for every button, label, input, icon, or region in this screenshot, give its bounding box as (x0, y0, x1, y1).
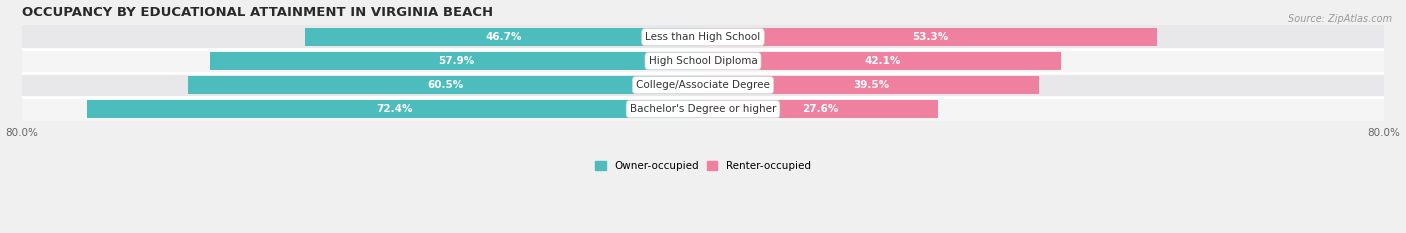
Text: Less than High School: Less than High School (645, 32, 761, 42)
Text: OCCUPANCY BY EDUCATIONAL ATTAINMENT IN VIRGINIA BEACH: OCCUPANCY BY EDUCATIONAL ATTAINMENT IN V… (22, 6, 494, 19)
Text: 53.3%: 53.3% (911, 32, 948, 42)
Text: Source: ZipAtlas.com: Source: ZipAtlas.com (1288, 14, 1392, 24)
Text: 57.9%: 57.9% (439, 56, 475, 66)
Text: 39.5%: 39.5% (853, 80, 889, 90)
Bar (703, 76, 1039, 94)
Legend: Owner-occupied, Renter-occupied: Owner-occupied, Renter-occupied (595, 161, 811, 171)
Bar (703, 100, 938, 118)
Text: 27.6%: 27.6% (803, 104, 838, 114)
Bar (703, 28, 1157, 46)
Text: 46.7%: 46.7% (486, 32, 523, 42)
Bar (22, 73, 1384, 97)
Text: 42.1%: 42.1% (865, 56, 900, 66)
Text: 60.5%: 60.5% (427, 80, 464, 90)
Bar (188, 76, 703, 94)
Text: 72.4%: 72.4% (377, 104, 413, 114)
Bar (87, 100, 703, 118)
Bar (209, 52, 703, 70)
Bar (22, 97, 1384, 121)
Bar (305, 28, 703, 46)
Text: College/Associate Degree: College/Associate Degree (636, 80, 770, 90)
Bar (22, 49, 1384, 73)
Bar (22, 25, 1384, 49)
Bar (703, 52, 1062, 70)
Text: High School Diploma: High School Diploma (648, 56, 758, 66)
Text: Bachelor's Degree or higher: Bachelor's Degree or higher (630, 104, 776, 114)
